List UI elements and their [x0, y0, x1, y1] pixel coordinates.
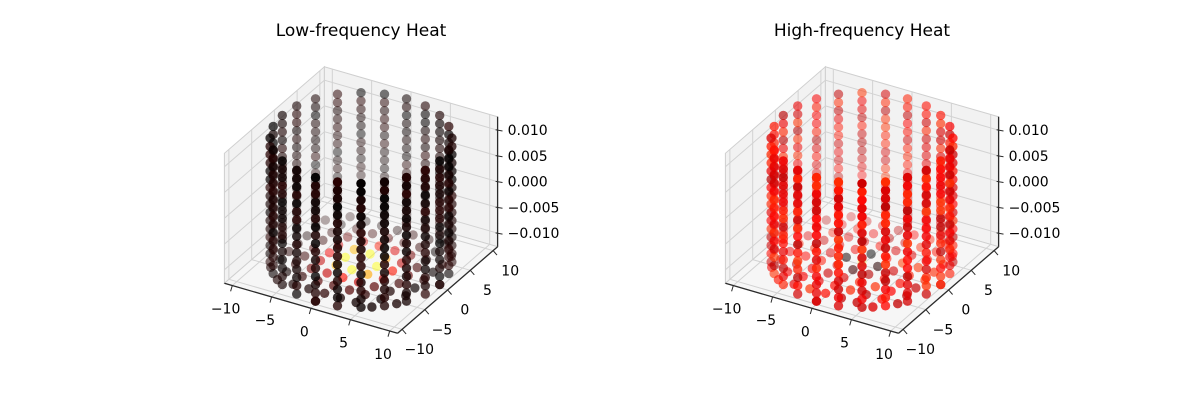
svg-text:10: 10	[374, 347, 392, 363]
plot-title-low-frequency: Low-frequency Heat	[275, 21, 447, 41]
svg-text:−10: −10	[712, 302, 742, 318]
plot-title-high-frequency: High-frequency Heat	[773, 21, 951, 41]
svg-text:0.005: 0.005	[1009, 149, 1049, 165]
svg-text:−5: −5	[255, 313, 276, 329]
svg-text:5: 5	[984, 283, 993, 299]
svg-text:−0.010: −0.010	[1009, 226, 1061, 242]
svg-text:0: 0	[961, 303, 970, 319]
svg-text:−10: −10	[405, 342, 435, 358]
svg-text:−0.005: −0.005	[1009, 201, 1061, 217]
svg-text:−5: −5	[756, 313, 777, 329]
svg-text:10: 10	[875, 347, 893, 363]
svg-text:5: 5	[339, 336, 348, 352]
svg-text:10: 10	[501, 263, 519, 279]
svg-text:0.000: 0.000	[1009, 175, 1049, 191]
svg-text:−0.005: −0.005	[508, 201, 560, 217]
svg-text:−5: −5	[933, 322, 954, 338]
svg-text:−10: −10	[211, 302, 241, 318]
svg-text:0.010: 0.010	[1009, 123, 1049, 139]
svg-text:0: 0	[801, 324, 810, 340]
svg-text:5: 5	[840, 336, 849, 352]
scatter-points	[766, 88, 958, 312]
svg-text:0.010: 0.010	[508, 123, 548, 139]
svg-text:−10: −10	[906, 342, 936, 358]
svg-text:0: 0	[460, 303, 469, 319]
scatter-points	[265, 88, 457, 312]
svg-text:10: 10	[1002, 263, 1020, 279]
svg-text:0: 0	[300, 324, 309, 340]
svg-text:−0.010: −0.010	[508, 226, 560, 242]
svg-text:−5: −5	[432, 322, 453, 338]
svg-text:5: 5	[483, 283, 492, 299]
svg-text:0.000: 0.000	[508, 175, 548, 191]
svg-text:0.005: 0.005	[508, 149, 548, 165]
